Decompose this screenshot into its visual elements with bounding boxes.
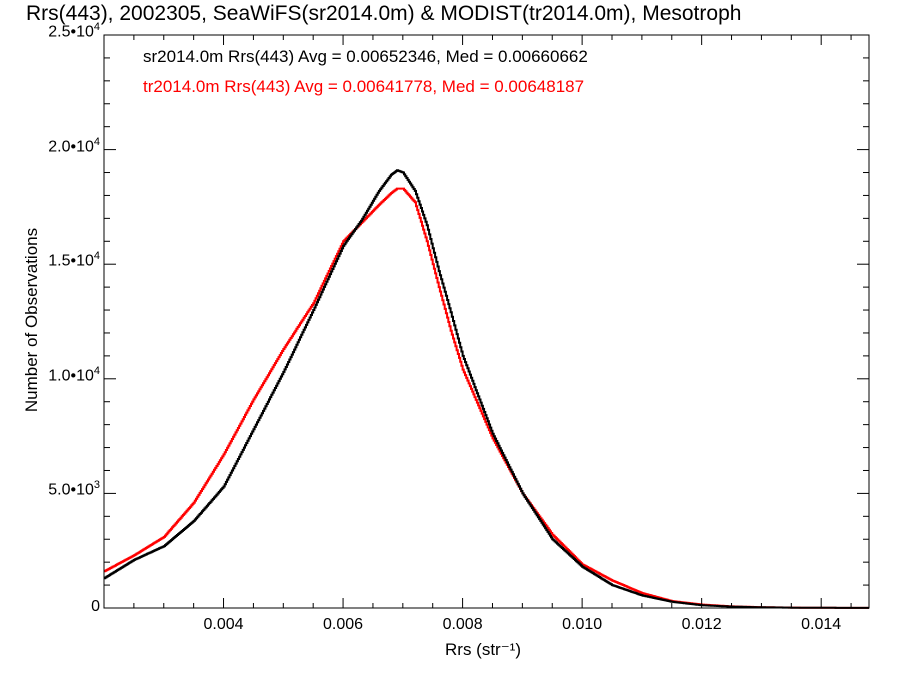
- x-tick-label: 0.006: [323, 616, 364, 633]
- y-tick-exponent: 4: [93, 364, 100, 377]
- chart-title: Rrs(443), 2002305, SeaWiFS(sr2014.0m) & …: [26, 2, 742, 25]
- legend-entry-tr2014: tr2014.0m Rrs(443) Avg = 0.00641778, Med…: [143, 77, 585, 96]
- x-tick-label: 0.008: [442, 616, 483, 633]
- y-tick-exponent: 4: [93, 250, 100, 263]
- y-tick-exponent: 4: [93, 135, 100, 148]
- y-tick-mantissa: 2.5•10: [48, 23, 94, 41]
- y-tick-label: 0: [0, 598, 100, 616]
- y-tick-label: 2.5•104: [0, 21, 100, 41]
- y-tick-mantissa: 2.0•10: [48, 137, 94, 155]
- y-tick-mantissa: 5.0•10: [48, 481, 94, 499]
- x-tick-label: 0.014: [801, 616, 842, 633]
- y-tick-exponent: 3: [93, 479, 100, 492]
- x-tick-label: 0.012: [681, 616, 722, 633]
- y-tick-exponent: 4: [93, 21, 100, 33]
- x-tick-label: 0.010: [562, 616, 603, 633]
- x-tick-label: 0.004: [203, 616, 244, 633]
- y-tick-label: 2.0•104: [0, 136, 100, 156]
- y-tick-mantissa: 1.0•10: [48, 367, 94, 385]
- x-axis-label: Rrs (str⁻¹): [445, 640, 522, 659]
- y-tick-label: 1.5•104: [0, 250, 100, 270]
- y-tick-mantissa: 0: [91, 598, 100, 615]
- plot-area-frame: [103, 34, 870, 609]
- y-tick-label: 5.0•103: [0, 479, 100, 499]
- series-line-tr2014: [104, 187, 869, 609]
- y-tick-mantissa: 1.5•10: [48, 252, 94, 270]
- legend-entry-sr2014: sr2014.0m Rrs(443) Avg = 0.00652346, Med…: [143, 47, 588, 66]
- series-line-sr2014: [104, 169, 869, 609]
- y-tick-label: 1.0•104: [0, 365, 100, 385]
